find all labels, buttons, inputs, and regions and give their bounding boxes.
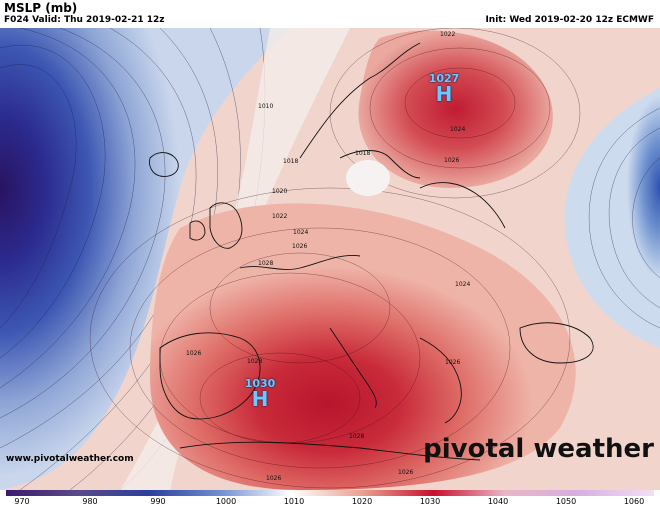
- isobar-label: 1024: [450, 126, 465, 133]
- scale-tick-label: 980: [82, 497, 98, 506]
- northern-high-isobars: [329, 28, 581, 199]
- high-letter: H: [251, 387, 269, 411]
- southern-high-area: [150, 203, 576, 490]
- high-letter: H: [435, 82, 453, 106]
- high-value: 1030: [244, 377, 276, 390]
- color-scale: 970 980 990 1000 1010 1020 1030 1040 105…: [0, 490, 660, 510]
- eastern-low-isobars: [588, 107, 660, 329]
- scale-tick-label: 1040: [487, 497, 509, 506]
- scale-tick-label: 1010: [283, 497, 305, 506]
- isobar-label: 1010: [258, 103, 273, 110]
- eastern-low-area: [564, 88, 660, 348]
- color-scale-bar: [6, 490, 654, 496]
- isobar-label: 1024: [455, 281, 470, 288]
- isobar-label: 1028: [349, 433, 364, 440]
- scale-tick-label: 970: [14, 497, 30, 506]
- map-canvas: 1022 1010 1018 1018 1020 1022 1024 1026 …: [0, 28, 660, 490]
- site-url: www.pivotalweather.com: [6, 454, 134, 464]
- north-sea-pocket: [346, 160, 390, 196]
- isobar-label: 1022: [272, 213, 287, 220]
- pressure-map: 1022 1010 1018 1018 1020 1022 1024 1026 …: [0, 28, 660, 490]
- isobar-label: 1020: [272, 188, 287, 195]
- isobar-label: 1026: [444, 157, 459, 164]
- scale-tick-label: 1000: [215, 497, 237, 506]
- scale-tick-label: 1020: [351, 497, 373, 506]
- isobar-label: 1028: [258, 260, 273, 267]
- isobar-label: 1018: [283, 158, 298, 165]
- valid-time: F024 Valid: Thu 2019-02-21 12z: [4, 15, 165, 25]
- map-title: MSLP (mb): [4, 1, 78, 15]
- isobar-label: 1026: [266, 475, 281, 482]
- isobar-label: 1024: [293, 229, 308, 236]
- high-center-south: 1030 H: [240, 377, 280, 411]
- scale-tick-label: 1030: [419, 497, 441, 506]
- coastlines: [149, 42, 594, 461]
- isobar-label: 1026: [398, 469, 413, 476]
- scale-tick-label: 990: [150, 497, 166, 506]
- isobar-label: 1018: [355, 150, 370, 157]
- isobar-label: 1026: [186, 350, 201, 357]
- scale-tick-label: 1060: [623, 497, 645, 506]
- isobar-labels: 1022 1010 1018 1018 1020 1022 1024 1026 …: [186, 31, 470, 482]
- init-time: Init: Wed 2019-02-20 12z ECMWF: [485, 15, 654, 25]
- brand-logo-text: pivotal weather: [423, 434, 654, 464]
- high-value: 1027: [428, 72, 460, 85]
- isobar-label: 1026: [292, 243, 307, 250]
- northern-high-area: [358, 30, 553, 188]
- isobar-label: 1022: [440, 31, 455, 38]
- western-low-area: [0, 28, 290, 490]
- header-bar: MSLP (mb) F024 Valid: Thu 2019-02-21 12z…: [0, 0, 660, 28]
- isobar-label: 1026: [445, 359, 460, 366]
- scale-tick-label: 1050: [555, 497, 577, 506]
- high-center-north: 1027 H: [424, 72, 464, 106]
- isobar-label: 1028: [247, 358, 262, 365]
